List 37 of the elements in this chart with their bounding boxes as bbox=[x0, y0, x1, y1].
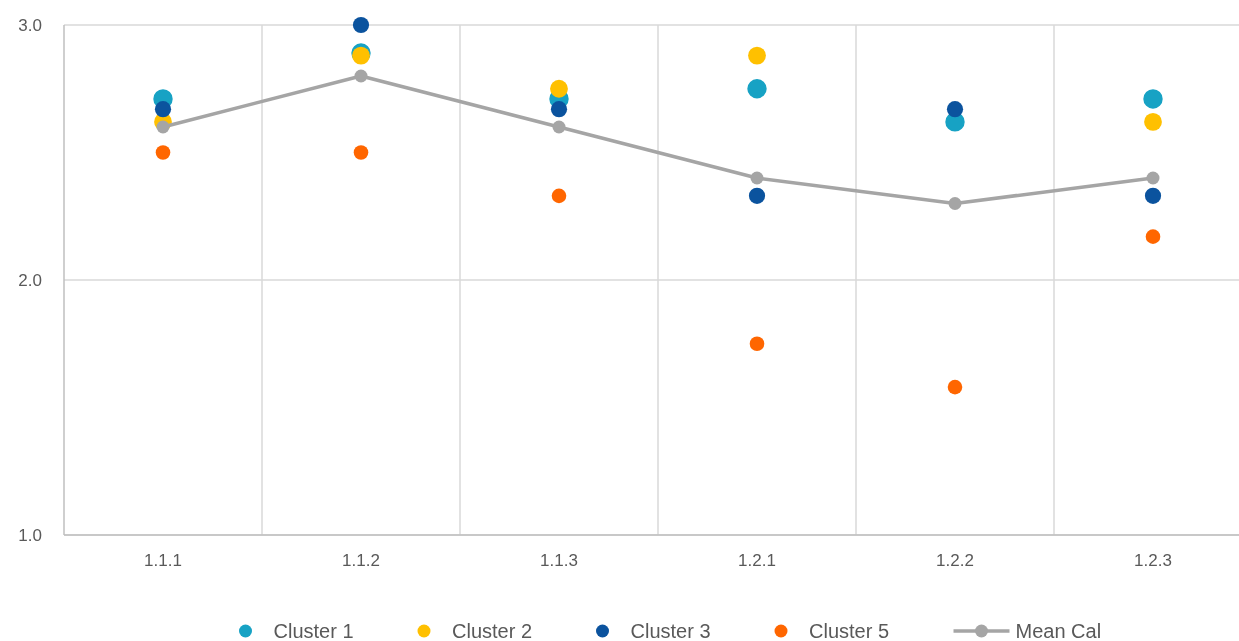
point bbox=[946, 101, 964, 118]
point bbox=[747, 79, 767, 99]
x-tick-label: 1.2.3 bbox=[1134, 551, 1172, 570]
y-tick-label: 3.0 bbox=[18, 15, 42, 35]
point bbox=[1144, 187, 1162, 204]
x-tick-label: 1.1.1 bbox=[144, 551, 182, 570]
legend-label: Cluster 5 bbox=[809, 620, 890, 641]
point bbox=[749, 336, 765, 352]
x-tick-label: 1.1.3 bbox=[540, 551, 578, 570]
point bbox=[748, 46, 766, 65]
x-tick-label: 1.2.2 bbox=[936, 551, 974, 570]
point bbox=[947, 379, 963, 395]
point bbox=[1146, 171, 1160, 185]
point bbox=[552, 120, 566, 134]
y-tick-label: 1.0 bbox=[18, 525, 42, 545]
point bbox=[353, 145, 369, 160]
y-tick-label: 2.0 bbox=[18, 270, 42, 290]
point bbox=[354, 69, 368, 83]
point bbox=[352, 16, 370, 34]
point bbox=[1145, 229, 1161, 244]
legend-label: Cluster 3 bbox=[630, 620, 711, 641]
point bbox=[156, 120, 170, 134]
legend-label: Mean Cal bbox=[1015, 620, 1102, 641]
legend-label: Cluster 1 bbox=[273, 620, 354, 641]
legend-label: Cluster 2 bbox=[452, 620, 533, 641]
point bbox=[154, 101, 172, 118]
point bbox=[550, 101, 568, 118]
point bbox=[748, 187, 766, 204]
point bbox=[1143, 89, 1163, 109]
point bbox=[551, 188, 567, 204]
x-tick-label: 1.2.1 bbox=[738, 551, 776, 570]
point bbox=[155, 145, 171, 160]
point bbox=[750, 171, 764, 185]
point bbox=[948, 197, 962, 210]
point bbox=[1144, 113, 1162, 131]
point bbox=[550, 79, 568, 98]
x-tick-label: 1.1.2 bbox=[342, 551, 380, 570]
